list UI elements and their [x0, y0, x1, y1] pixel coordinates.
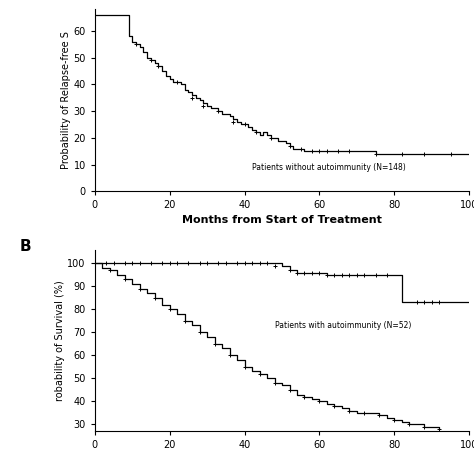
Y-axis label: robability of Survival (%): robability of Survival (%)	[55, 280, 64, 401]
Text: B: B	[20, 238, 32, 254]
X-axis label: Months from Start of Treatment: Months from Start of Treatment	[182, 215, 382, 225]
Text: Patients without autoimmunity (N=148): Patients without autoimmunity (N=148)	[252, 163, 406, 172]
Y-axis label: Probability of Relapse-free S: Probability of Relapse-free S	[61, 31, 71, 169]
Text: Patients with autoimmunity (N=52): Patients with autoimmunity (N=52)	[274, 321, 411, 330]
